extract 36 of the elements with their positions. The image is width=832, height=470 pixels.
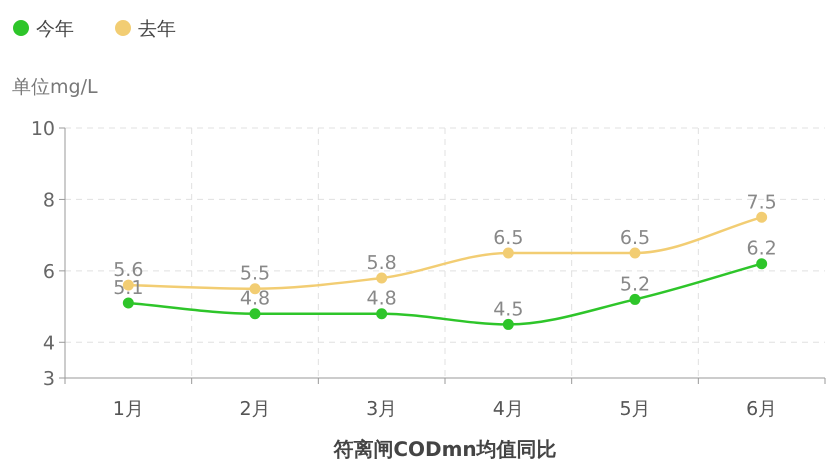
y-tick-label: 3 — [42, 368, 55, 390]
x-axis-title: 符离闸CODmn均值同比 — [332, 437, 557, 461]
point — [756, 258, 768, 270]
data-label: 4.8 — [366, 288, 397, 310]
point — [756, 212, 768, 223]
x-tick-label: 3月 — [366, 398, 398, 420]
y-axis-title: 单位mg/L — [12, 76, 98, 98]
point — [376, 308, 388, 320]
data-label: 5.6 — [113, 259, 144, 282]
data-label: 7.5 — [746, 191, 777, 214]
point — [630, 248, 640, 258]
data-label: 4.8 — [240, 288, 270, 310]
legend-label: 今年 — [36, 18, 74, 40]
data-label: 6.5 — [620, 227, 650, 249]
data-label: 4.5 — [493, 298, 524, 320]
x-tick-label: 2月 — [239, 398, 271, 420]
point — [502, 248, 514, 258]
data-label: 5.8 — [366, 252, 397, 274]
y-tick-label: 10 — [30, 118, 55, 140]
x-tick-label: 4月 — [492, 398, 524, 420]
point — [376, 272, 388, 284]
x-tick-label: 5月 — [619, 398, 651, 420]
y-tick-label: 8 — [42, 189, 55, 212]
point — [502, 318, 514, 330]
y-tick-label: 6 — [42, 260, 55, 283]
point — [122, 298, 134, 308]
y-tick-label: 4 — [42, 332, 55, 354]
x-tick-label: 1月 — [112, 398, 144, 420]
point — [250, 308, 260, 320]
data-label: 5.5 — [240, 262, 270, 285]
legend-label: 去年 — [138, 18, 176, 40]
point — [630, 294, 640, 305]
x-tick-label: 6月 — [746, 398, 778, 420]
data-label: 5.2 — [620, 273, 650, 296]
data-label: 6.2 — [746, 238, 777, 260]
data-label: 6.5 — [493, 227, 524, 249]
